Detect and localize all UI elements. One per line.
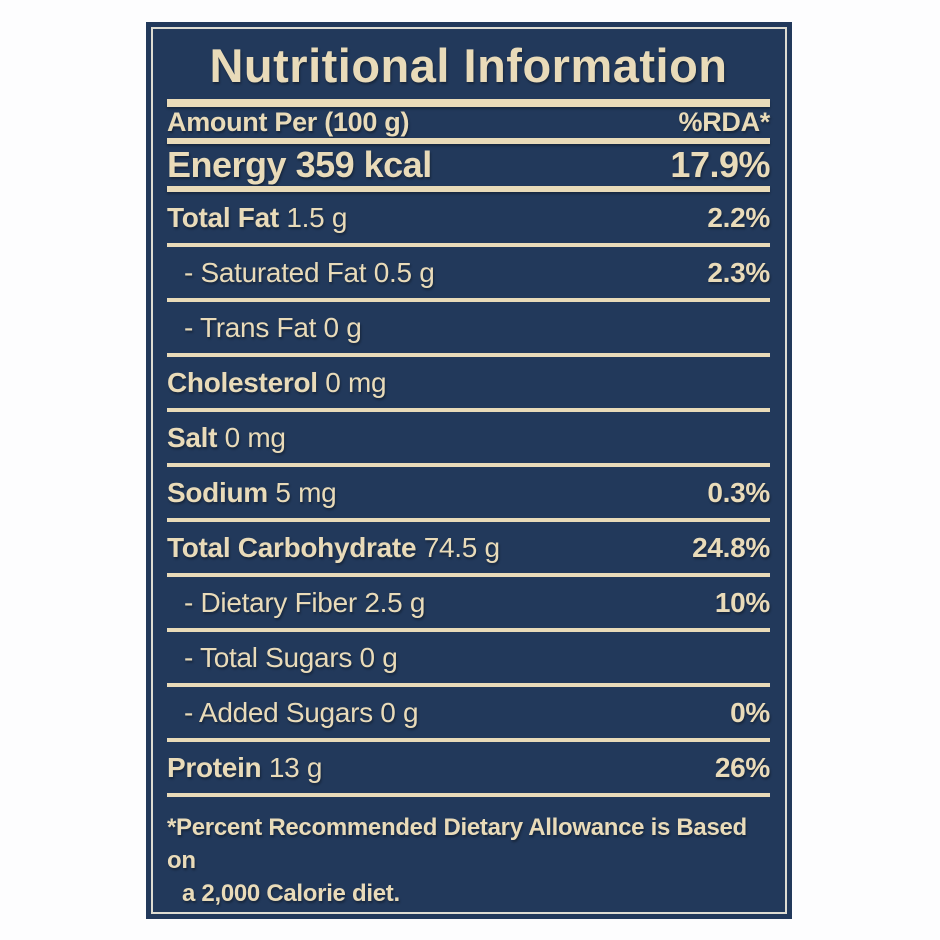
nutrient-name: Cholesterol (167, 366, 318, 398)
nutrient-amount: 74.5 g (416, 531, 500, 563)
nutrient-label: - Trans Fat 0 g (184, 312, 362, 344)
nutrition-label: Nutritional Information Amount Per (100 … (146, 22, 792, 919)
nutrient-label: Protein 13 g (167, 752, 322, 784)
nutrient-rda-value: 10% (714, 586, 770, 618)
divider-under-header (167, 138, 770, 144)
nutrient-label: - Added Sugars 0 g (184, 696, 419, 729)
nutrient-row: - Dietary Fiber 2.5 g 10% (167, 577, 770, 632)
nutrient-label: Total Fat 1.5 g (167, 202, 347, 234)
nutrient-name: - Trans Fat (184, 311, 317, 343)
nutrient-label: - Saturated Fat 0.5 g (184, 257, 435, 289)
energy-name: Energy (167, 144, 287, 185)
nutrient-row: Total Carbohydrate 74.5 g 24.8% (167, 522, 770, 577)
nutrient-row: - Added Sugars 0 g 0% (167, 687, 770, 742)
nutrient-rda-value: 26% (714, 751, 770, 783)
divider-under-energy (167, 186, 770, 192)
nutrient-name: Total Carbohydrate (167, 531, 417, 563)
nutrient-amount: 0 g (372, 696, 419, 728)
nutrient-label: Sodium 5 mg (167, 476, 337, 509)
energy-rda-value: 17.9% (670, 144, 770, 185)
nutrient-name: Sodium (167, 476, 268, 508)
nutrient-amount: 1.5 g (278, 201, 348, 233)
nutrient-label: - Total Sugars 0 g (184, 642, 398, 674)
nutrient-row: - Trans Fat 0 g (167, 302, 770, 357)
rda-header-label: %RDA* (678, 107, 770, 137)
nutrient-label: - Dietary Fiber 2.5 g (184, 587, 425, 619)
footnote: *Percent Recommended Dietary Allowance i… (167, 797, 770, 910)
nutrient-rda-value: 2.2% (707, 201, 770, 233)
nutrient-label: Total Carbohydrate 74.5 g (167, 532, 500, 564)
nutrient-name: - Total Sugars (184, 641, 353, 673)
amount-per-label: Amount Per (100 g) (167, 107, 410, 137)
label-content: Nutritional Information Amount Per (100 … (153, 29, 785, 912)
nutrient-rda-value: 2.3% (707, 256, 770, 288)
nutrient-name: - Saturated Fat (184, 256, 367, 288)
energy-label: Energy 359 kcal (167, 144, 432, 186)
nutrient-rda-value: 0.3% (707, 476, 770, 508)
nutrient-row: Sodium 5 mg 0.3% (167, 467, 770, 522)
nutrient-row: Protein 13 g 26% (167, 742, 770, 797)
nutrient-rows: Total Fat 1.5 g 2.2% - Saturated Fat 0.5… (167, 192, 770, 797)
energy-amount: 359 kcal (295, 144, 433, 185)
nutrient-amount: 2.5 g (356, 586, 426, 618)
nutrient-name: Total Fat (167, 201, 279, 233)
nutrient-amount: 0 g (352, 641, 398, 673)
energy-row: Energy 359 kcal 17.9% (167, 144, 770, 186)
nutrient-row: - Saturated Fat 0.5 g 2.3% (167, 247, 770, 302)
header-row: Amount Per (100 g) %RDA* (167, 107, 770, 138)
nutrient-amount: 0 mg (317, 366, 387, 398)
nutrient-amount: 13 g (261, 751, 323, 783)
nutrient-row: Total Fat 1.5 g 2.2% (167, 192, 770, 247)
nutrient-row: - Total Sugars 0 g (167, 632, 770, 687)
nutrient-name: Salt (167, 421, 218, 453)
nutrient-amount: 0.5 g (366, 256, 435, 288)
nutrient-amount: 0 g (316, 311, 362, 343)
divider-under-title (167, 99, 770, 107)
nutrient-rda-value: 24.8% (692, 531, 770, 563)
label-title: Nutritional Information (209, 39, 728, 92)
nutrient-rda-value: 0% (730, 696, 770, 728)
footnote-line-1: *Percent Recommended Dietary Allowance i… (167, 814, 747, 874)
nutrient-label: Cholesterol 0 mg (167, 366, 387, 399)
nutrient-amount: 0 mg (217, 421, 286, 453)
nutrient-label: Salt 0 mg (167, 422, 286, 454)
nutrient-row: Salt 0 mg (167, 412, 770, 467)
nutrient-amount: 5 mg (267, 476, 337, 508)
footnote-line-2: a 2,000 Calorie diet. (182, 880, 400, 907)
nutrient-name: - Dietary Fiber (184, 586, 357, 618)
nutrient-name: - Added Sugars (184, 696, 373, 728)
nutrient-name: Protein (167, 751, 262, 783)
nutrient-row: Cholesterol 0 mg (167, 357, 770, 412)
